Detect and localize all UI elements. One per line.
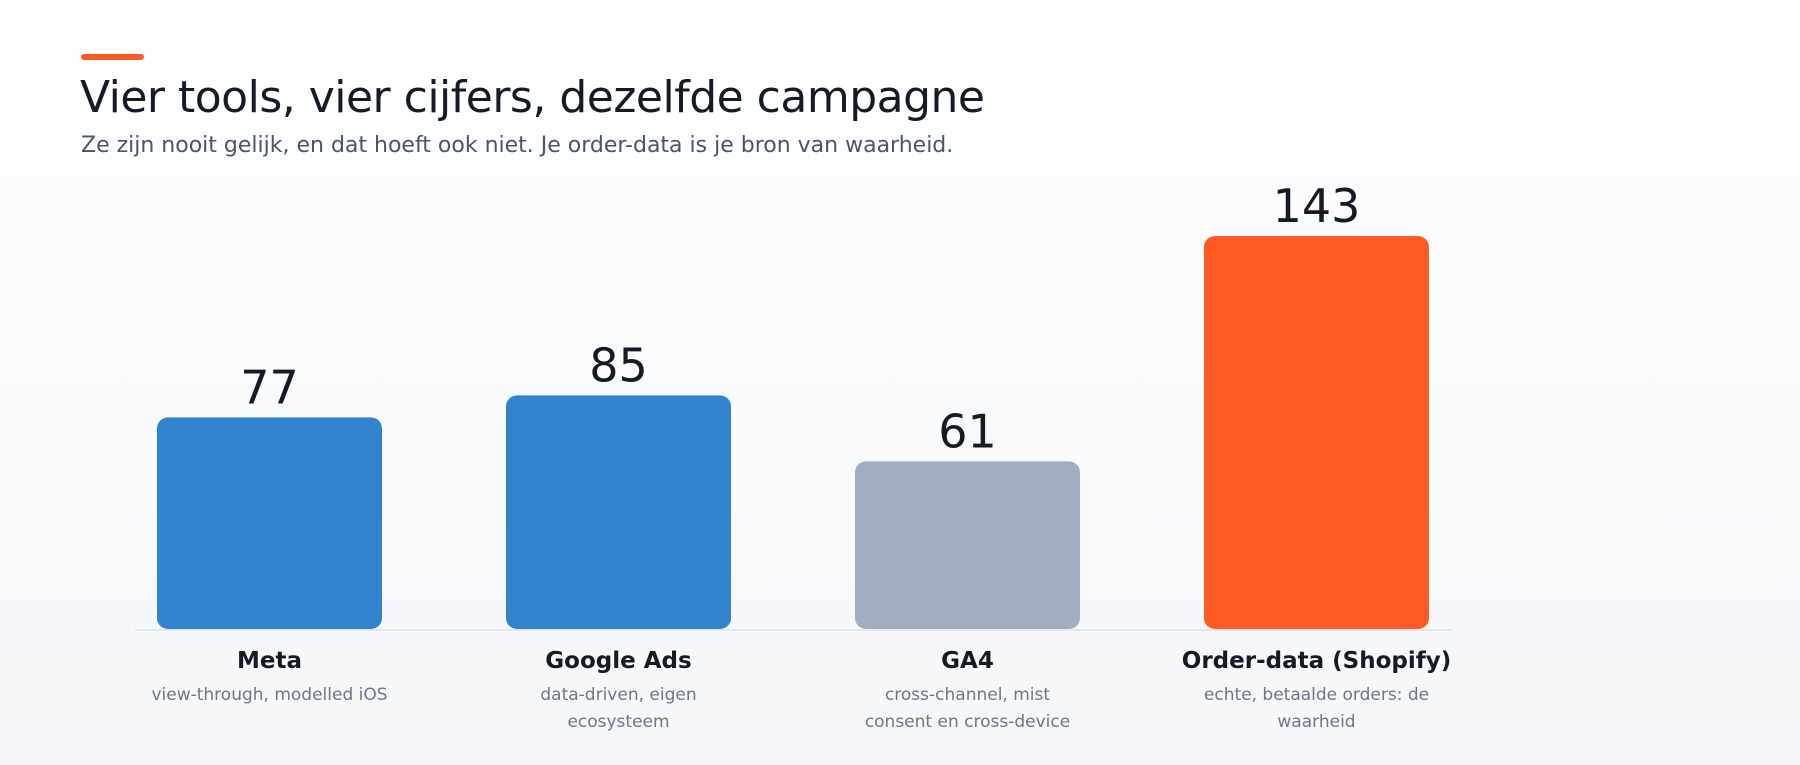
value-label-1: 85: [589, 338, 648, 392]
bars-group: [157, 236, 1429, 629]
description-label-1-1: ecosysteem: [567, 712, 669, 732]
bar-0: [157, 417, 382, 629]
category-label-3: Order-data (Shopify): [1182, 648, 1451, 674]
bar-2: [855, 461, 1080, 629]
category-label-0: Meta: [237, 648, 302, 674]
value-label-0: 77: [240, 360, 299, 414]
title-accent-bar: [81, 54, 144, 60]
description-label-2-0: cross-channel, mist: [885, 685, 1050, 705]
category-label-2: GA4: [941, 648, 994, 674]
description-label-3-0: echte, betaalde orders: de: [1204, 685, 1429, 705]
labels-group: 77 Meta view-through, modelled iOS 85 Google…: [151, 179, 1451, 732]
description-label-1-0: data-driven, eigen: [540, 685, 696, 705]
bar-3: [1204, 236, 1429, 629]
description-label-0-0: view-through, modelled iOS: [151, 685, 387, 705]
category-label-1: Google Ads: [545, 648, 691, 674]
value-label-3: 143: [1273, 179, 1361, 233]
page-subtitle: Ze zijn nooit gelijk, en dat hoeft ook n…: [81, 133, 954, 158]
description-label-3-1: waarheid: [1277, 712, 1355, 732]
value-label-2: 61: [938, 404, 997, 458]
page-title: Vier tools, vier cijfers, dezelfde campa…: [80, 72, 985, 123]
bar-1: [506, 395, 731, 629]
description-label-2-1: consent en cross-device: [865, 712, 1070, 732]
